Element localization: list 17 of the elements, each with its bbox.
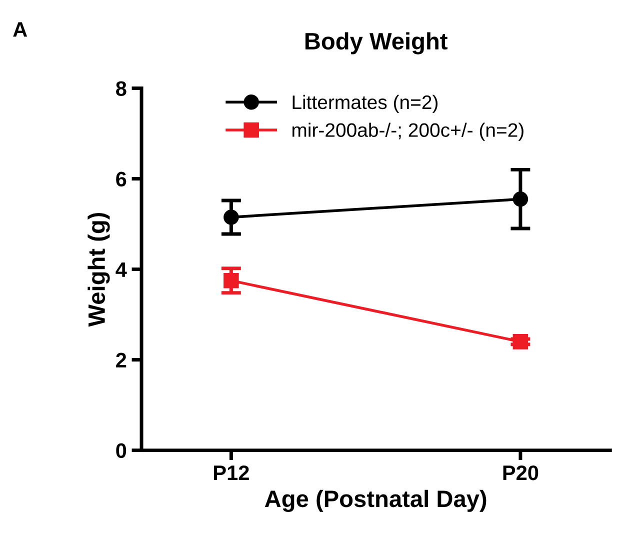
legend-label: mir-200ab-/-; 200c+/- (n=2) [292, 122, 524, 141]
y-tick-label: 2 [116, 352, 126, 368]
y-tick-label: 8 [116, 81, 126, 96]
point [512, 334, 528, 350]
y-tick-label: 0 [116, 443, 126, 458]
text: A [13, 22, 28, 37]
x-tick-label: P12 [214, 465, 249, 480]
y-tick-label: 6 [116, 172, 126, 187]
y-tick-label: 4 [116, 262, 127, 277]
chart-title: Body Weight [305, 32, 448, 54]
point [224, 210, 239, 225]
y-axis-title: Weight (g) [88, 212, 110, 327]
x-tick-label: P20 [503, 465, 538, 480]
point [224, 272, 239, 288]
x-axis-title: Age (Postnatal Day) [264, 490, 486, 512]
point [512, 191, 528, 207]
legend-label: Littermates (n=2) [292, 94, 438, 113]
